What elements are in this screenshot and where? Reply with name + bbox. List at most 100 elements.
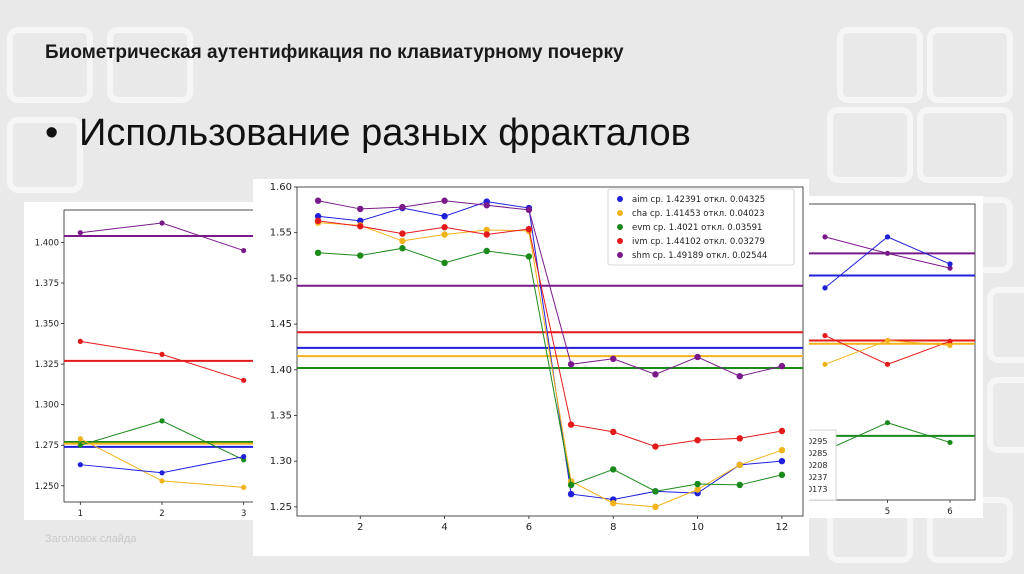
legend-marker (617, 196, 623, 202)
data-point (483, 247, 490, 255)
legend-label: cha ср. 1.41453 откл. 0.04023 (632, 209, 765, 219)
data-point (736, 481, 743, 489)
bullet-item: • Использование разных фракталов (45, 112, 691, 155)
slide-title: Биометрическая аутентификация по клавиат… (45, 42, 624, 63)
data-point (483, 231, 490, 238)
series-line (318, 222, 783, 508)
data-point (610, 355, 617, 363)
bullet-symbol: • (45, 112, 59, 154)
data-point (357, 223, 364, 230)
data-point (884, 250, 891, 256)
data-point (947, 338, 953, 344)
y-tick-label: 1.50 (270, 273, 292, 284)
data-point (159, 470, 165, 476)
data-point (652, 371, 659, 378)
data-point (357, 205, 364, 213)
data-point (525, 225, 533, 233)
data-point (884, 420, 891, 426)
data-point (736, 461, 743, 469)
data-point (822, 234, 828, 240)
data-point (778, 362, 786, 370)
main-chart-panel: 1.25 1.30 1.35 1.40 1.45 1.50 1.55 1.60 2 4 6 8 10 12… (253, 179, 809, 556)
x-tick-label: 12 (776, 522, 789, 533)
data-point (567, 490, 575, 498)
bullet-text: Использование разных фракталов (79, 112, 691, 154)
legend-marker (617, 238, 623, 244)
y-tick-label: 1.45 (270, 319, 292, 330)
data-point (241, 453, 247, 460)
data-point (159, 478, 165, 484)
data-point (652, 503, 659, 511)
data-point (525, 253, 533, 260)
data-point (610, 466, 617, 473)
data-point (947, 265, 953, 271)
data-point (822, 361, 828, 367)
data-point (778, 447, 786, 454)
data-point (77, 230, 83, 236)
data-point (241, 377, 247, 383)
data-point (778, 457, 786, 465)
plot-area (64, 220, 260, 490)
data-point (567, 361, 575, 368)
y-tick-label: 1.350 (35, 320, 59, 330)
data-point (441, 213, 448, 220)
legend-marker (617, 224, 623, 230)
legend-marker (617, 210, 623, 216)
legend-label: aim ср. 1.42391 откл. 0.04325 (632, 195, 765, 205)
legend-label: shm ср. 1.49189 откл. 0.02544 (632, 251, 767, 261)
data-point (241, 247, 247, 254)
series-line (80, 420, 244, 461)
data-point (736, 372, 743, 380)
legend-fragment-label: 00173 (802, 485, 827, 494)
data-point (77, 436, 83, 442)
data-point (610, 428, 617, 436)
legend-fragment-label: 00208 (802, 461, 827, 470)
data-point (567, 421, 575, 428)
legend-fragment-label: 00285 (802, 449, 827, 458)
data-point (483, 226, 490, 234)
main-chart: 1.25 1.30 1.35 1.40 1.45 1.50 1.55 1.60 2 4 6 8 10 12… (270, 182, 804, 533)
legend-label: ivm ср. 1.44102 откл. 0.03279 (632, 237, 765, 247)
series-line (318, 247, 783, 492)
y-tick-label: 1.25 (270, 502, 292, 513)
series-line (318, 201, 782, 501)
plot-frame (296, 186, 804, 517)
data-point (77, 338, 83, 344)
legend-fragment-label: 00237 (802, 473, 827, 482)
data-point (694, 353, 701, 361)
data-point (947, 439, 953, 446)
y-tick-label: 1.60 (270, 182, 292, 193)
y-tick-label: 1.30 (270, 456, 292, 467)
left-chart-panel: 1.250 1.275 1.300 1.325 1.350 1.375 1.400 1 2 3 (24, 202, 261, 520)
data-point (357, 217, 364, 225)
data-point (441, 224, 448, 231)
series-line (824, 236, 951, 289)
data-point (441, 259, 448, 267)
data-point (947, 342, 953, 349)
data-point (822, 332, 828, 339)
data-point (314, 217, 322, 225)
data-point (159, 418, 165, 424)
data-point (399, 203, 406, 211)
data-point (652, 443, 659, 450)
legend-label: evm ср. 1.4021 откл. 0.03591 (632, 223, 762, 233)
data-point (652, 488, 659, 495)
data-point (441, 231, 448, 238)
data-point (736, 435, 743, 442)
x-tick-label: 5 (885, 507, 890, 517)
right-chart-panel: 5 6 00295 00285 00208 00237 00173 (799, 196, 983, 518)
data-point (947, 261, 953, 267)
data-point (525, 206, 533, 214)
data-point (77, 442, 83, 448)
data-point (610, 500, 617, 507)
slide-footer: Заголовок слайда (45, 533, 137, 545)
data-point (884, 361, 891, 367)
y-tick-label: 1.55 (270, 228, 292, 239)
y-tick-label: 1.325 (35, 360, 59, 370)
data-point (357, 252, 364, 259)
data-point (399, 230, 406, 237)
data-point (694, 436, 701, 444)
data-point (822, 285, 828, 291)
x-tick-label: 2 (357, 522, 363, 533)
data-point (884, 337, 891, 344)
